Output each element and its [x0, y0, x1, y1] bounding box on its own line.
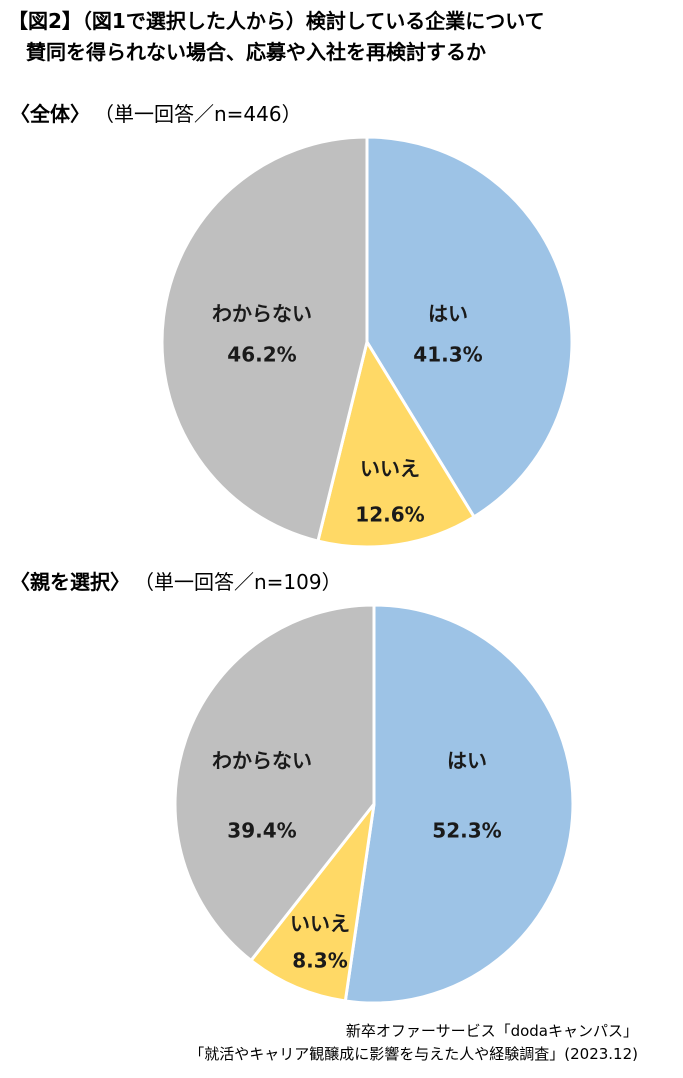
pie-1-subtitle: （単一回答／n=446）	[104, 102, 302, 126]
pie-2-category-label-yes: はい	[447, 749, 487, 773]
pie-1-header: 〈全体〉 （単一回答／n=446）	[10, 100, 302, 128]
pie-1-category-label-no: いいえ	[360, 457, 420, 481]
pie-2-slice-unknown	[173, 603, 376, 962]
pie-1-slice-yes	[365, 135, 574, 519]
pie-2-value-label-yes: 52.3%	[432, 819, 501, 843]
pie-2-header: 〈親を選択〉 （単一回答／n=109）	[10, 568, 342, 596]
pie-1-value-label-no: 12.6%	[355, 503, 424, 527]
pie-1-category-label-yes: はい	[428, 302, 468, 326]
figure-title: 【図2】（図1で選択した人から）検討している企業について 賛同を得られない場合、…	[8, 6, 678, 68]
pie-2-value-label-unknown: 39.4%	[227, 819, 296, 843]
pie-1-category-label-unknown: わからない	[212, 302, 312, 326]
pie-1-slice-no	[316, 340, 476, 549]
figure-title-line-2: 賛同を得られない場合、応募や入社を再検討するか	[26, 40, 486, 64]
pie-2-slice-no	[249, 802, 376, 1003]
source-line-1: 新卒オファーサービス「dodaキャンパス」	[345, 1022, 638, 1040]
source-line-2: 「就活やキャリア観醸成に影響を与えた人や経験調査」(2023.12)	[189, 1045, 638, 1063]
pie-2-category-label-unknown: わからない	[212, 749, 312, 773]
pie-1-value-label-unknown: 46.2%	[227, 343, 296, 367]
pie-2-subtitle: （単一回答／n=109）	[144, 570, 342, 594]
pie-2-value-label-no: 8.3%	[292, 949, 347, 973]
pie-1-slice-unknown	[160, 135, 369, 543]
pie-1-title: 〈全体〉	[10, 102, 90, 126]
pie-2-slice-yes	[343, 603, 575, 1005]
figure-title-line-1: 【図2】（図1で選択した人から）検討している企業について	[8, 9, 545, 33]
pie-2-category-label-no: いいえ	[290, 912, 350, 936]
pie-1-value-label-yes: 41.3%	[413, 343, 482, 367]
pie-2-title: 〈親を選択〉	[10, 570, 130, 594]
